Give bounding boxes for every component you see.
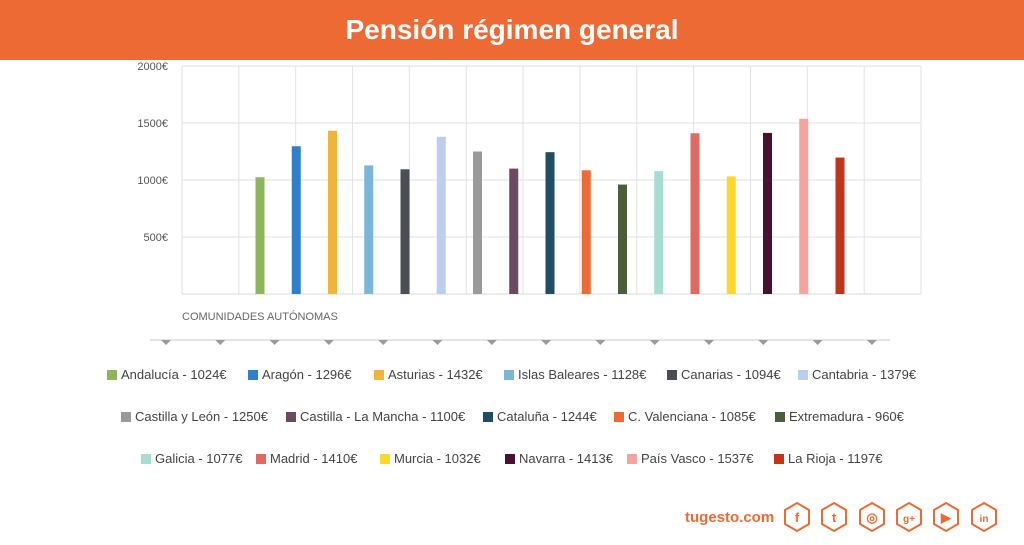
- separator-marker: [704, 340, 714, 345]
- x-axis-label: COMUNIDADES AUTÓNOMAS: [182, 310, 338, 323]
- bar-c-valenciana: [581, 170, 591, 294]
- twitter-icon[interactable]: t: [819, 501, 849, 533]
- bar-asturias: [328, 130, 337, 294]
- facebook-icon[interactable]: f: [782, 501, 812, 533]
- bar-castilla-y-le-n: [473, 151, 482, 294]
- header-bar: Pensión régimen general: [0, 0, 1024, 60]
- y-tick-label: 500€: [144, 232, 168, 244]
- bar-extremadura: [618, 184, 627, 294]
- separator-marker: [758, 340, 769, 345]
- separator-marker: [812, 340, 823, 345]
- svg-text:g+: g+: [903, 514, 915, 525]
- bar-castilla-la-mancha: [509, 168, 519, 294]
- bar-catalu-a: [545, 152, 555, 294]
- bar-madrid: [690, 133, 700, 294]
- svg-text:◎: ◎: [866, 510, 877, 525]
- separator-marker: [323, 340, 334, 345]
- separator-marker: [269, 340, 280, 345]
- separator-marker: [866, 340, 877, 345]
- separator-marker: [161, 340, 171, 345]
- bar-islas-baleares: [364, 165, 374, 294]
- bar-pa-s-vasco: [799, 118, 809, 294]
- svg-text:t: t: [832, 510, 837, 525]
- separator-marker: [215, 340, 226, 345]
- separator-marker: [649, 340, 660, 345]
- bar-cantabria: [436, 136, 446, 294]
- instagram-icon[interactable]: ◎: [857, 501, 887, 533]
- y-tick-label: 2000€: [137, 61, 168, 73]
- brand-link[interactable]: tugesto.com: [685, 509, 775, 526]
- svg-text:f: f: [795, 510, 800, 525]
- linkedin-icon[interactable]: in: [969, 501, 999, 533]
- bar-canarias: [400, 169, 410, 294]
- bar-galicia: [654, 171, 664, 294]
- svg-text:▶: ▶: [940, 510, 952, 525]
- bar-arag-n: [291, 146, 301, 294]
- y-tick-label: 1500€: [137, 118, 168, 130]
- google-plus-icon[interactable]: g+: [894, 501, 924, 533]
- bar-la-rioja: [835, 157, 845, 294]
- separator-marker: [432, 340, 443, 345]
- separator-marker: [486, 340, 497, 345]
- bar-navarra: [763, 132, 772, 294]
- separator-marker: [595, 340, 606, 345]
- svg-text:in: in: [979, 514, 988, 525]
- bar-andaluc-a: [255, 177, 265, 294]
- separator-marker: [541, 340, 552, 345]
- separator-marker: [378, 340, 389, 345]
- y-tick-label: 1000€: [137, 175, 168, 187]
- bar-murcia: [726, 176, 736, 294]
- chart-title: Pensión régimen general: [345, 14, 679, 45]
- youtube-icon[interactable]: ▶: [931, 501, 961, 533]
